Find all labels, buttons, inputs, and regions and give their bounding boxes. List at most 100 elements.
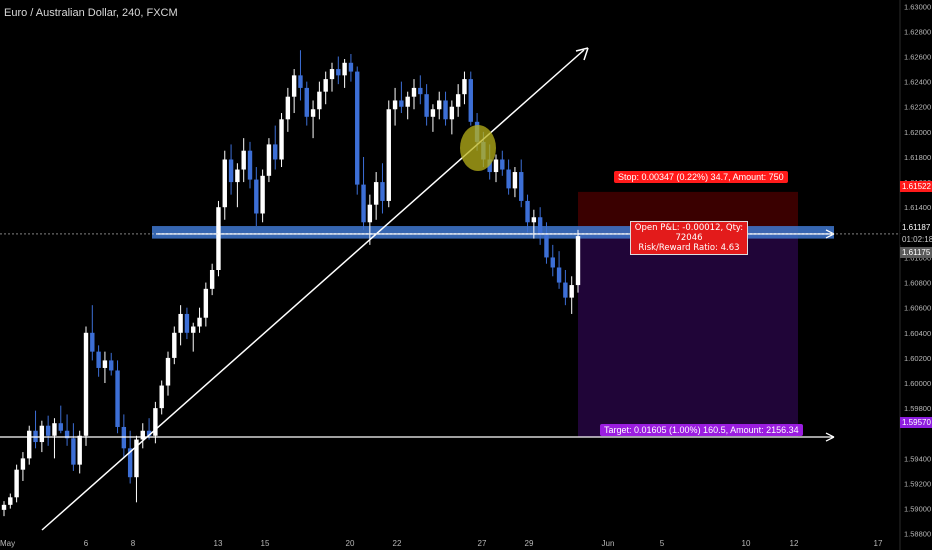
candle-body <box>487 159 492 173</box>
candle-body <box>266 144 272 176</box>
trendline-arrowhead <box>575 47 589 61</box>
candles <box>1 50 581 517</box>
price-axis-label: 1.63000 <box>904 2 931 11</box>
candle-body <box>437 100 442 110</box>
price-axis-background <box>900 0 932 550</box>
candle-body <box>462 79 467 95</box>
target-arrowhead <box>825 432 835 442</box>
candle-body <box>1 504 7 510</box>
candle-body <box>14 469 19 498</box>
candle-body <box>399 100 404 107</box>
candle-body <box>77 435 82 465</box>
risk-reward-label: Risk/Reward Ratio: 4.63 <box>638 243 740 253</box>
price-axis-label: 1.62800 <box>904 27 931 36</box>
candle-body <box>550 257 555 268</box>
candle-body <box>500 159 505 170</box>
time-axis-label: 20 <box>346 539 355 548</box>
stop-price-tag: 1.61522 <box>900 181 932 192</box>
candle-body <box>159 385 164 409</box>
price-axis-label: 1.60400 <box>904 329 931 338</box>
candle-body <box>27 430 32 459</box>
price-axis-label: 1.59200 <box>904 479 931 488</box>
candle-body <box>172 332 177 358</box>
candle-body <box>411 87 417 97</box>
candle-body <box>83 332 89 436</box>
candle-body <box>184 313 190 333</box>
time-axis-label: 8 <box>131 539 136 548</box>
candle-body <box>247 150 253 180</box>
price-axis-label: 1.60600 <box>904 304 931 313</box>
open-pl-label: Open P&L: -0.00012, Qty: 72046 <box>634 223 744 243</box>
candle-body <box>380 182 385 201</box>
candle-body <box>52 423 57 436</box>
candle-body <box>216 207 221 270</box>
candle-body <box>165 357 171 386</box>
candle-body <box>519 172 524 201</box>
candle-body <box>8 497 13 505</box>
candle-body <box>373 182 379 205</box>
time-axis-label: May <box>0 539 15 548</box>
candle-body <box>405 96 410 107</box>
candle-body <box>222 159 227 208</box>
candle-body <box>455 94 461 107</box>
candle-body <box>367 204 373 223</box>
price-axis-label: 1.60200 <box>904 354 931 363</box>
time-axis-label: 17 <box>874 539 883 548</box>
candle-body <box>90 332 95 352</box>
price-axis-label: 1.60800 <box>904 279 931 288</box>
price-axis-label: 1.59400 <box>904 454 931 463</box>
price-axis-label: 1.62600 <box>904 53 931 62</box>
price-axis-label: 1.62400 <box>904 78 931 87</box>
candle-body <box>361 184 366 223</box>
time-axis-label: 29 <box>525 539 534 548</box>
time-axis-label: Jun <box>602 539 615 548</box>
candle-body <box>323 79 328 92</box>
candle-body <box>279 119 284 160</box>
current-price-tag: 1.61187 <box>900 222 932 233</box>
candle-body <box>430 109 436 117</box>
candle-body <box>531 217 537 223</box>
candle-body <box>228 159 234 183</box>
candle-body <box>140 430 145 440</box>
candle-body <box>260 175 265 214</box>
candle-body <box>443 100 448 120</box>
price-axis-label: 1.61800 <box>904 153 931 162</box>
time-axis-label: 27 <box>478 539 487 548</box>
candle-body <box>310 109 316 117</box>
candle-body <box>127 448 133 478</box>
candle-body <box>20 458 26 470</box>
candle-body <box>291 75 297 97</box>
candle-body <box>197 317 202 327</box>
candle-body <box>71 438 76 465</box>
candle-body <box>468 79 473 122</box>
stop-label: Stop: 0.00347 (0.22%) 34.7, Amount: 750 <box>614 171 788 183</box>
price-axis-label: 1.59800 <box>904 404 931 413</box>
candle-body <box>273 144 278 160</box>
candle-body <box>563 282 568 298</box>
candle-body <box>556 267 562 283</box>
candle-body <box>329 69 335 80</box>
candle-body <box>45 425 51 436</box>
candle-body <box>525 200 530 223</box>
breakout-highlight <box>460 125 496 171</box>
candle-body <box>109 360 114 371</box>
candle-body <box>235 169 240 183</box>
candle-body <box>317 91 322 110</box>
candle-body <box>178 313 183 333</box>
candle-body <box>115 370 120 427</box>
candle-body <box>512 172 518 189</box>
candle-body <box>506 169 511 189</box>
candle-body <box>96 351 101 368</box>
candle-body <box>493 159 499 173</box>
time-axis-label: 6 <box>84 539 89 548</box>
price-axis-label: 1.59000 <box>904 505 931 514</box>
take-profit-zone <box>578 233 798 438</box>
last-close-tag: 1.61175 <box>900 247 932 258</box>
candle-body <box>544 234 549 258</box>
candle-body <box>39 425 45 443</box>
candle-body <box>342 62 347 76</box>
position-info-box[interactable]: Open P&L: -0.00012, Qty: 72046 Risk/Rewa… <box>630 221 748 255</box>
candle-body <box>64 430 70 439</box>
price-axis-label: 1.62000 <box>904 128 931 137</box>
